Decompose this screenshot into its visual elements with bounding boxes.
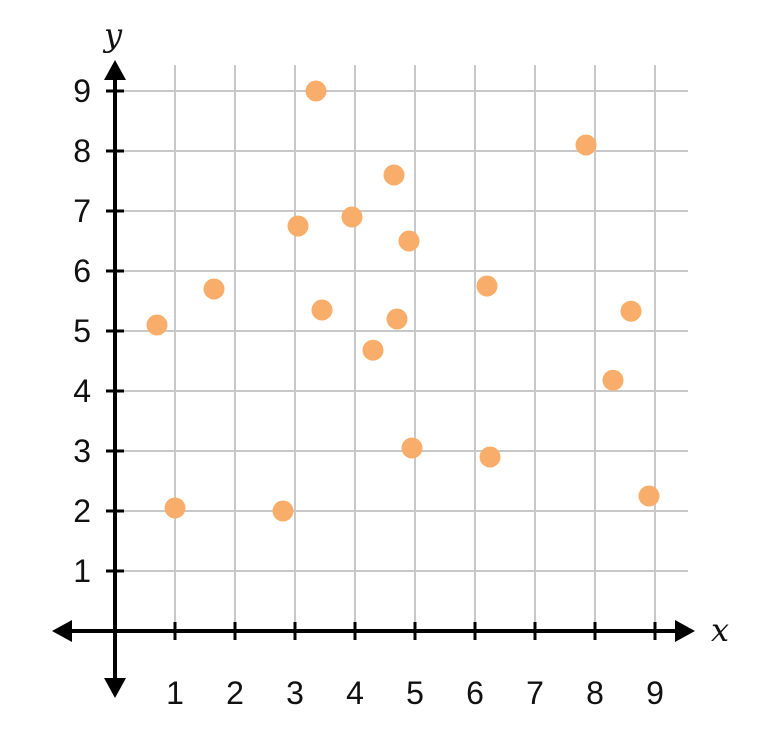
data-point	[272, 500, 294, 522]
y-tick-label: 8	[73, 133, 91, 169]
data-point	[146, 314, 168, 336]
x-tick-label: 9	[646, 675, 664, 711]
data-point	[398, 230, 420, 252]
x-axis-arrow-left	[52, 620, 72, 642]
x-tick-label: 4	[346, 675, 364, 711]
data-point	[203, 278, 225, 300]
data-point	[311, 299, 333, 321]
x-tick-label: 2	[226, 675, 244, 711]
data-point	[362, 339, 384, 361]
x-tick-label: 1	[166, 675, 184, 711]
data-point	[341, 206, 363, 228]
y-tick-label: 4	[73, 373, 91, 409]
y-axis-label: y	[102, 16, 123, 54]
y-axis-arrow-down	[104, 678, 126, 698]
x-tick-label: 5	[406, 675, 424, 711]
data-point	[479, 446, 501, 468]
tick-labels: 1 2 3 4 5 6 7 8 9 1 2 3 4 5 6 7 8 9	[73, 73, 664, 711]
axes	[52, 60, 695, 698]
data-point	[476, 275, 498, 297]
y-axis-arrow-up	[104, 60, 126, 80]
data-point	[287, 215, 309, 237]
data-points	[146, 80, 660, 522]
data-point	[575, 134, 597, 156]
data-point	[602, 369, 624, 391]
y-tick-label: 7	[73, 193, 91, 229]
y-tick-label: 1	[73, 553, 91, 589]
ticks	[106, 89, 657, 640]
grid-lines	[115, 65, 688, 631]
data-point	[386, 308, 408, 330]
y-tick-label: 3	[73, 433, 91, 469]
y-tick-label: 6	[73, 253, 91, 289]
data-point	[638, 485, 660, 507]
x-tick-label: 7	[526, 675, 544, 711]
y-tick-label: 2	[73, 493, 91, 529]
y-tick-label: 5	[73, 313, 91, 349]
data-point	[620, 300, 642, 322]
data-point	[164, 497, 186, 519]
x-tick-label: 6	[466, 675, 484, 711]
x-tick-label: 3	[286, 675, 304, 711]
data-point	[401, 437, 423, 459]
y-tick-label: 9	[73, 73, 91, 109]
x-axis-arrow-right	[675, 620, 695, 642]
data-point	[383, 164, 405, 186]
x-axis-label: x	[711, 611, 729, 649]
x-tick-label: 8	[586, 675, 604, 711]
data-point	[305, 80, 327, 102]
